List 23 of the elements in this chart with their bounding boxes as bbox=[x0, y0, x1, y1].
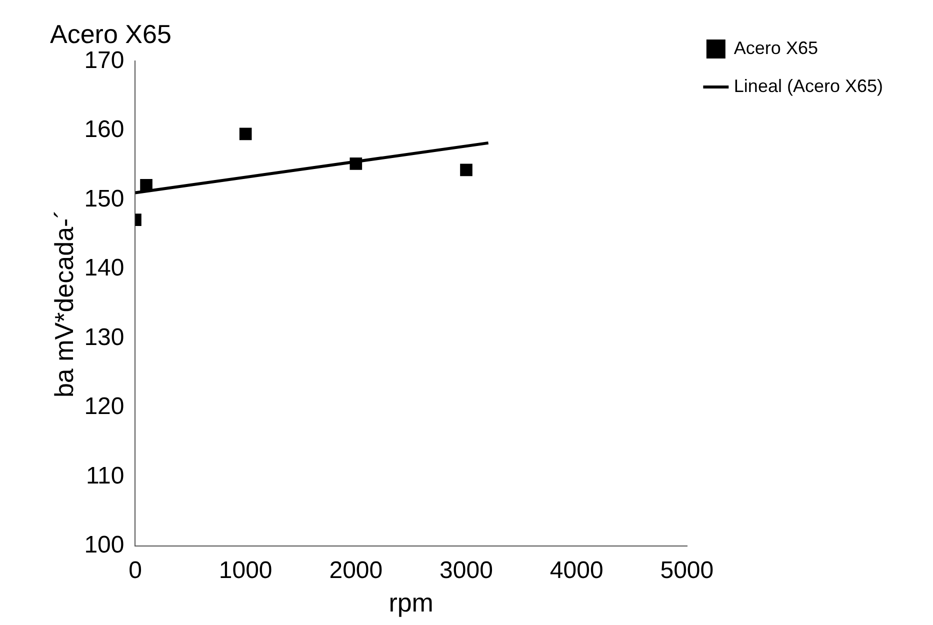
point bbox=[239, 128, 252, 140]
legend-label: Acero X65 bbox=[734, 38, 818, 58]
y-tick-label: 170 bbox=[84, 46, 124, 74]
y-tick-label: 110 bbox=[86, 462, 124, 490]
x-axis-title: rpm bbox=[388, 588, 434, 618]
y-tick-label: 120 bbox=[84, 393, 124, 420]
legend-label: Lineal (Acero X65) bbox=[734, 76, 884, 96]
x-tick-label: 4000 bbox=[550, 557, 604, 584]
y-tick-label: 150 bbox=[84, 185, 124, 212]
x-tick-label: 1000 bbox=[218, 557, 272, 584]
point bbox=[460, 164, 472, 176]
x-tick-label: 5000 bbox=[660, 557, 714, 584]
x-tick-label: 0 bbox=[128, 557, 142, 584]
y-tick-label: 160 bbox=[84, 116, 124, 144]
y-axis-title: ba mV*decada-´ bbox=[48, 210, 79, 398]
chart-title: Acero X65 bbox=[50, 18, 172, 49]
y-tick-label: 130 bbox=[84, 324, 124, 351]
point bbox=[140, 179, 152, 192]
x-tick-label: 3000 bbox=[440, 557, 493, 584]
y-tick-label: 100 bbox=[84, 532, 124, 559]
point bbox=[350, 158, 362, 170]
x-tick-label: 2000 bbox=[329, 557, 383, 584]
y-tick-label: 140 bbox=[84, 254, 124, 282]
